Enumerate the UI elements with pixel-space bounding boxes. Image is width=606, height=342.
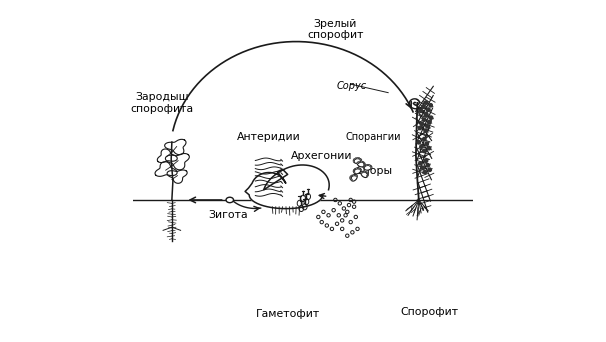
Circle shape: [350, 176, 351, 177]
Ellipse shape: [358, 161, 365, 167]
Ellipse shape: [351, 174, 357, 181]
Text: Спорофит: Спорофит: [400, 307, 458, 317]
Circle shape: [427, 108, 430, 111]
Circle shape: [353, 170, 355, 172]
Circle shape: [425, 124, 429, 128]
Circle shape: [367, 172, 368, 174]
Circle shape: [362, 171, 364, 173]
Circle shape: [419, 162, 422, 165]
Circle shape: [364, 163, 365, 165]
Circle shape: [355, 158, 356, 159]
Circle shape: [354, 158, 355, 160]
Text: Гаметофит: Гаметофит: [256, 309, 320, 319]
Circle shape: [370, 165, 371, 167]
Circle shape: [425, 114, 428, 117]
Circle shape: [364, 165, 366, 167]
Ellipse shape: [354, 168, 361, 174]
Circle shape: [425, 142, 428, 145]
Circle shape: [429, 116, 433, 119]
Circle shape: [353, 161, 355, 162]
Circle shape: [367, 173, 369, 175]
Text: Спорангии: Спорангии: [345, 132, 401, 142]
Text: Антеридии: Антеридии: [236, 132, 301, 142]
Circle shape: [417, 141, 421, 144]
Circle shape: [350, 177, 351, 179]
Circle shape: [422, 149, 426, 153]
Circle shape: [359, 161, 361, 162]
Circle shape: [356, 157, 358, 159]
Circle shape: [363, 166, 365, 168]
Circle shape: [429, 104, 432, 107]
Circle shape: [368, 165, 370, 166]
Circle shape: [354, 174, 356, 176]
Circle shape: [418, 126, 422, 130]
Circle shape: [360, 159, 362, 161]
Circle shape: [367, 174, 369, 176]
Text: Архегонии: Архегонии: [291, 151, 353, 161]
Circle shape: [424, 112, 428, 116]
Circle shape: [354, 168, 356, 170]
Circle shape: [363, 167, 365, 169]
Polygon shape: [165, 139, 186, 155]
Circle shape: [359, 158, 361, 160]
Circle shape: [424, 101, 428, 104]
Circle shape: [362, 161, 364, 163]
Ellipse shape: [364, 165, 371, 170]
Circle shape: [350, 178, 351, 180]
Text: Зрелый
спорофит: Зрелый спорофит: [307, 19, 364, 40]
Circle shape: [365, 165, 367, 166]
Circle shape: [356, 162, 358, 164]
Circle shape: [357, 168, 359, 169]
Circle shape: [358, 158, 360, 159]
Circle shape: [356, 175, 358, 177]
Ellipse shape: [354, 158, 361, 163]
Circle shape: [424, 159, 428, 162]
Circle shape: [427, 146, 431, 150]
Circle shape: [353, 171, 355, 173]
Circle shape: [360, 169, 362, 171]
Polygon shape: [167, 170, 187, 183]
Circle shape: [363, 162, 365, 164]
Circle shape: [351, 175, 353, 176]
Circle shape: [353, 169, 355, 171]
Polygon shape: [245, 165, 329, 209]
Text: Зигота: Зигота: [208, 210, 248, 220]
Circle shape: [420, 145, 423, 148]
Ellipse shape: [361, 171, 368, 177]
Circle shape: [358, 161, 359, 163]
Circle shape: [423, 170, 427, 174]
Circle shape: [367, 164, 369, 166]
Circle shape: [426, 163, 430, 167]
Text: Сорус: Сорус: [337, 81, 367, 91]
Circle shape: [428, 168, 431, 171]
Text: Зародыш
спорофита: Зародыш спорофита: [130, 92, 193, 114]
Polygon shape: [158, 149, 178, 162]
Circle shape: [370, 166, 372, 168]
Circle shape: [421, 166, 424, 169]
Circle shape: [367, 175, 368, 177]
Circle shape: [422, 118, 426, 121]
Circle shape: [361, 172, 362, 174]
Circle shape: [422, 105, 425, 108]
Circle shape: [351, 179, 353, 181]
Circle shape: [364, 164, 365, 166]
Ellipse shape: [226, 197, 233, 203]
Circle shape: [424, 129, 427, 132]
Polygon shape: [155, 162, 177, 176]
Circle shape: [421, 122, 424, 126]
Circle shape: [361, 161, 362, 162]
Circle shape: [353, 159, 355, 161]
Circle shape: [365, 171, 367, 173]
Circle shape: [353, 174, 354, 176]
Polygon shape: [165, 154, 189, 170]
Circle shape: [422, 137, 426, 141]
Circle shape: [364, 171, 365, 173]
Circle shape: [359, 168, 361, 170]
Circle shape: [356, 168, 358, 169]
Circle shape: [419, 109, 422, 113]
Text: Споры: Споры: [356, 166, 393, 176]
Circle shape: [427, 120, 431, 124]
